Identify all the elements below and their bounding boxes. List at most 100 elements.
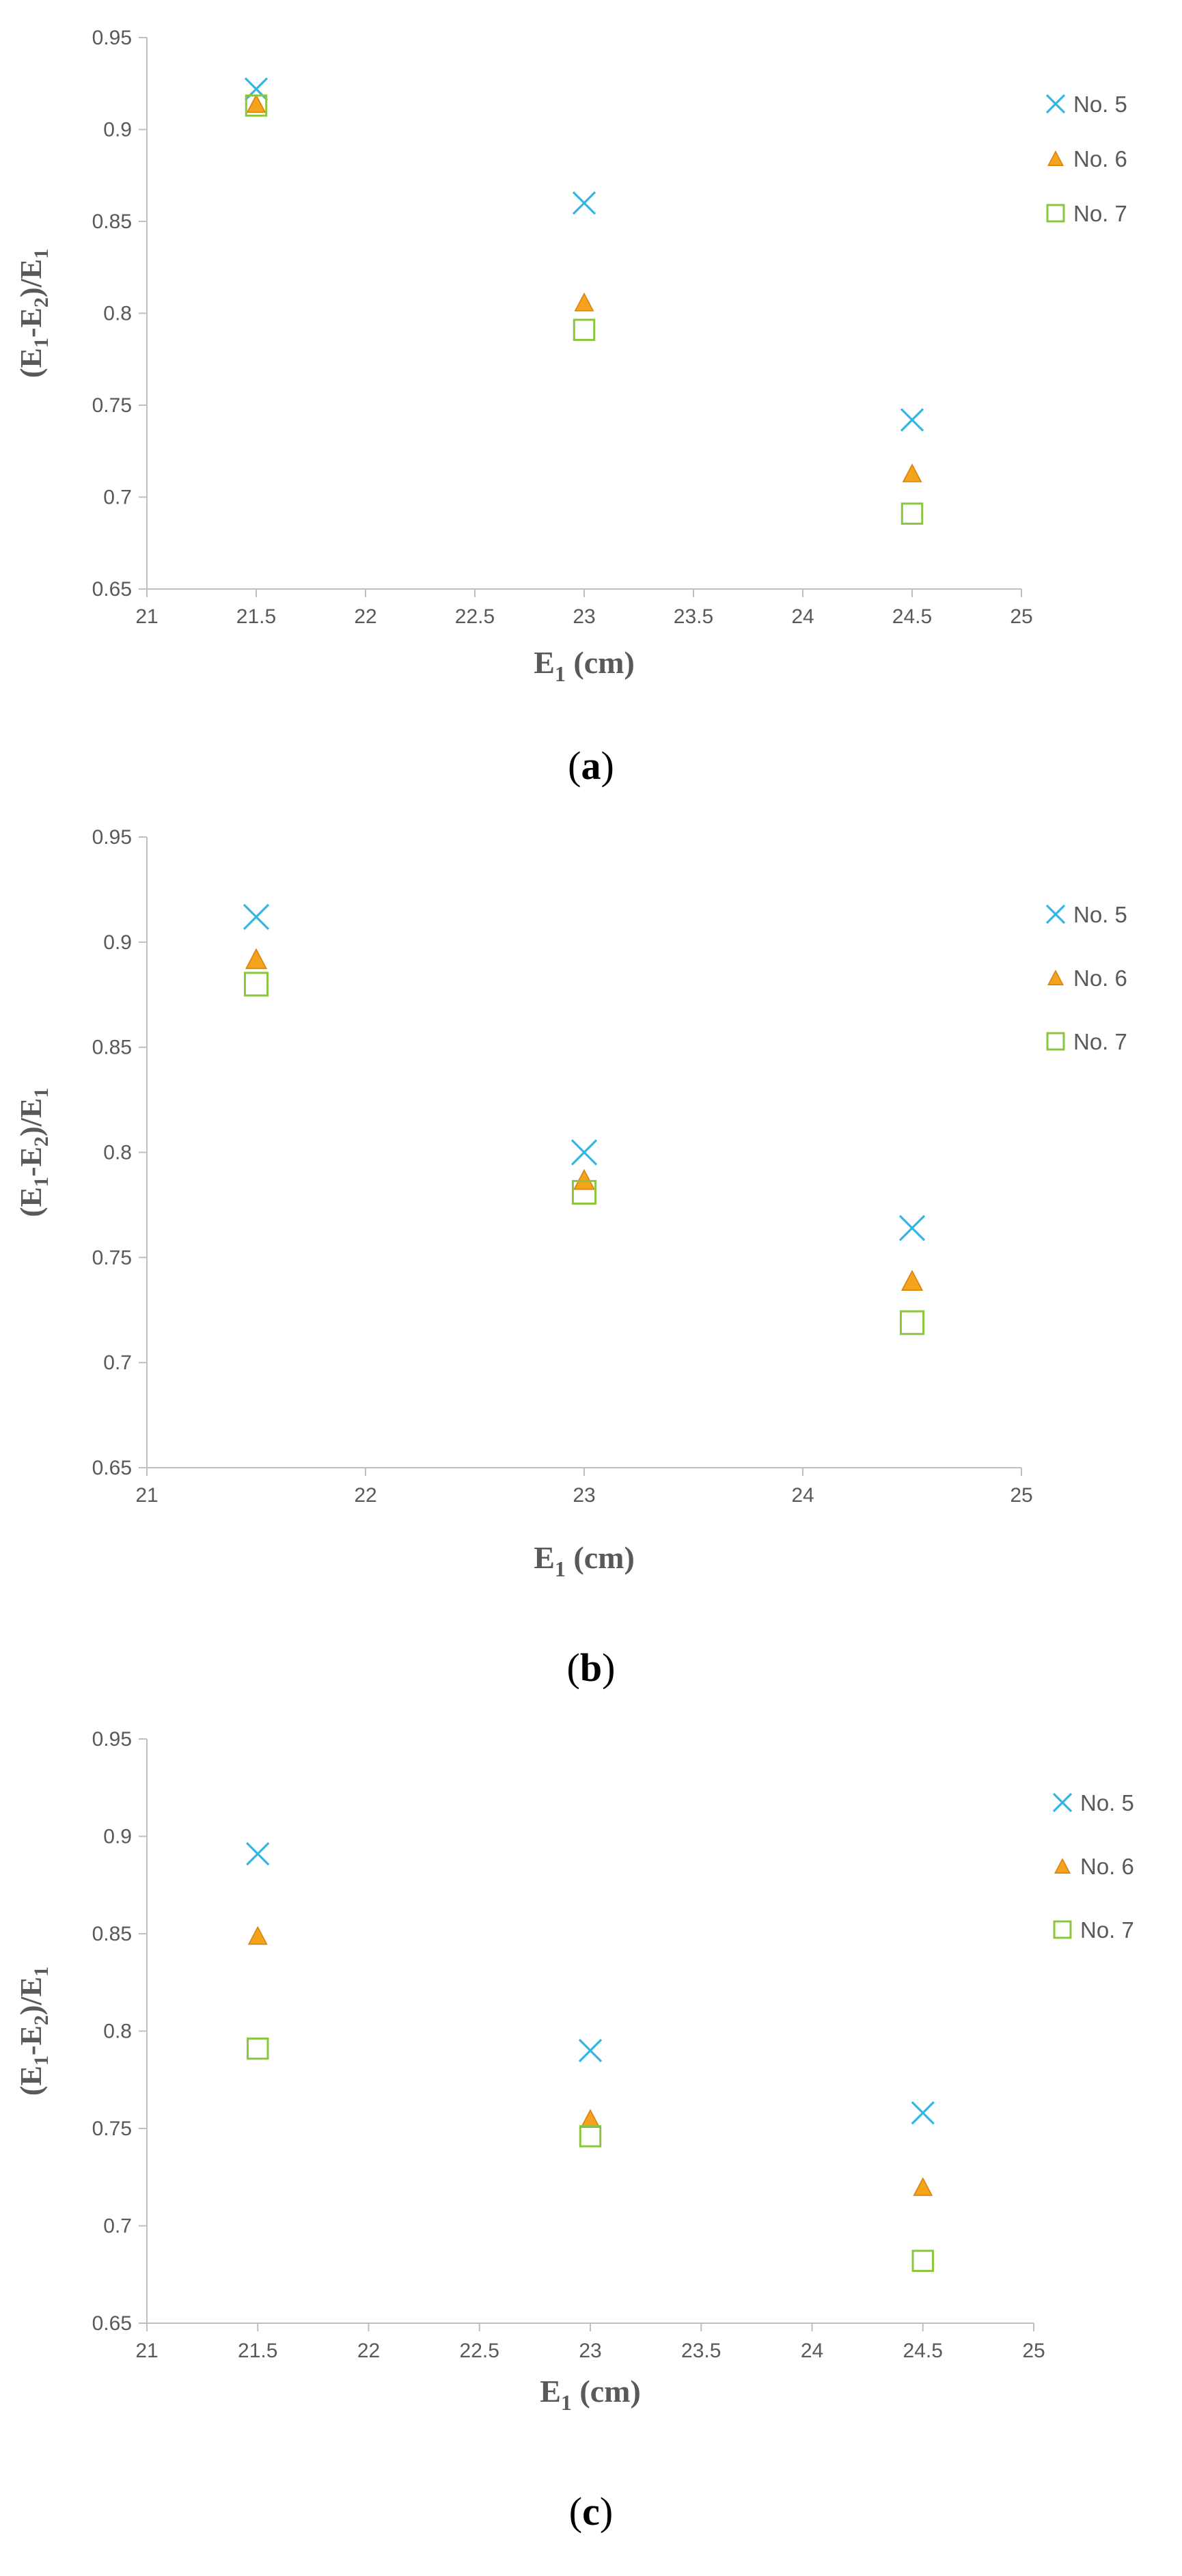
y-tick-label: 0.65 [92,2312,132,2335]
y-axis-title: (E1-E2)/E1 [14,249,53,378]
data-point [901,1270,924,1291]
x-tick-label: 23.5 [674,605,713,628]
data-point [572,191,596,215]
data-point [246,1842,270,1866]
data-point [573,318,596,341]
data-point [913,2177,933,2196]
series-2 [243,972,925,1335]
panel-caption: (b) [567,1645,616,1690]
legend-entry-1: No. 6 [1054,1854,1134,1879]
data-point [243,903,270,931]
series-0 [246,1842,935,2125]
x-tick-label: 24 [791,1484,814,1507]
legend-label: No. 6 [1080,1854,1134,1879]
y-tick-label: 0.7 [103,1352,132,1374]
x-tick-label: 24 [791,605,814,628]
x-tick-label: 21.5 [238,2340,277,2362]
y-tick-label: 0.7 [103,487,132,509]
y-title-subscript: 1 [30,1177,53,1187]
y-tick-label: 0.75 [92,2118,132,2140]
legend-label: No. 7 [1073,201,1127,226]
x-tick-label: 22.5 [455,605,495,628]
x-axis-title: E1 (cm) [534,1540,635,1581]
y-title-part: (E [14,2066,48,2096]
y-title-part: -E [14,2025,48,2055]
data-point [245,948,268,970]
y-title-subscript: 1 [30,1967,53,1977]
y-tick-label: 0.95 [92,1728,132,1751]
y-title-subscript: 1 [30,338,53,348]
legend-marker [1046,204,1065,223]
legend-marker [1053,1920,1072,1939]
data-point [911,2101,935,2125]
y-tick-label: 0.8 [103,2020,132,2043]
data-point [911,2249,934,2273]
y-title-subscript: 2 [30,2015,53,2025]
x-tick-label: 23 [573,605,595,628]
x-tick-label: 24 [801,2340,823,2362]
y-tick-label: 0.75 [92,394,132,417]
data-point [901,502,924,525]
y-title-part: )/E [14,1977,48,2015]
y-tick-label: 0.7 [103,2215,132,2238]
legend-marker [1047,970,1064,985]
y-tick-label: 0.95 [92,27,132,49]
legend-marker [1052,1792,1073,1813]
x-title-part: E [534,645,555,680]
y-title-subscript: 2 [30,1136,53,1147]
x-tick-label: 23 [573,1484,595,1507]
y-title-part: -E [14,1147,48,1177]
x-tick-label: 25 [1022,2340,1045,2362]
y-title-part: )/E [14,259,48,297]
panel-caption-letter: c [582,2489,600,2534]
x-tick-label: 23.5 [681,2340,721,2362]
y-tick-label: 0.65 [92,578,132,601]
y-title-part: (E [14,1187,48,1217]
x-title-part: E [534,1540,555,1575]
x-tick-label: 25 [1010,605,1032,628]
panel-caption-letter: a [581,743,601,788]
legend-label: No. 5 [1080,1790,1134,1815]
data-point [578,2038,603,2063]
x-title-part: (cm) [566,1540,635,1575]
data-point [898,1215,926,1242]
y-tick-label: 0.8 [103,1142,132,1164]
legend-marker [1045,904,1066,924]
legend-label: No. 5 [1073,902,1127,927]
y-tick-label: 0.9 [103,931,132,954]
series-1 [247,1926,933,2196]
legend-marker [1045,94,1066,114]
panel-caption: (a) [568,743,614,788]
x-tick-label: 24.5 [903,2340,943,2362]
data-point [580,2109,601,2128]
legend-entry-2: No. 7 [1046,1029,1127,1054]
x-tick-label: 21.5 [236,605,276,628]
y-axis-title: (E1-E2)/E1 [14,1088,53,1217]
x-tick-label: 25 [1010,1484,1032,1507]
x-title-part: E [540,2374,561,2409]
x-title-part: (cm) [566,645,635,680]
legend-entry-0: No. 5 [1052,1790,1134,1815]
legend-marker [1046,1032,1065,1051]
data-point [902,463,922,482]
x-title-part: (cm) [572,2374,641,2409]
series-0 [243,903,926,1242]
data-point [573,1168,596,1190]
data-point [899,1310,925,1335]
series-0 [244,77,924,432]
legend-label: No. 7 [1080,1917,1134,1943]
legend-entry-1: No. 6 [1047,965,1127,991]
panel-caption: (c) [569,2489,613,2534]
data-point [900,408,924,432]
y-tick-label: 0.8 [103,303,132,325]
legend-label: No. 6 [1073,965,1127,991]
y-title-subscript: 1 [30,2055,53,2066]
y-tick-label: 0.95 [92,826,132,849]
y-tick-label: 0.85 [92,1923,132,1945]
x-title-subscript: 1 [561,2390,572,2415]
legend-entry-2: No. 7 [1046,201,1127,226]
y-title-subscript: 1 [30,249,53,259]
